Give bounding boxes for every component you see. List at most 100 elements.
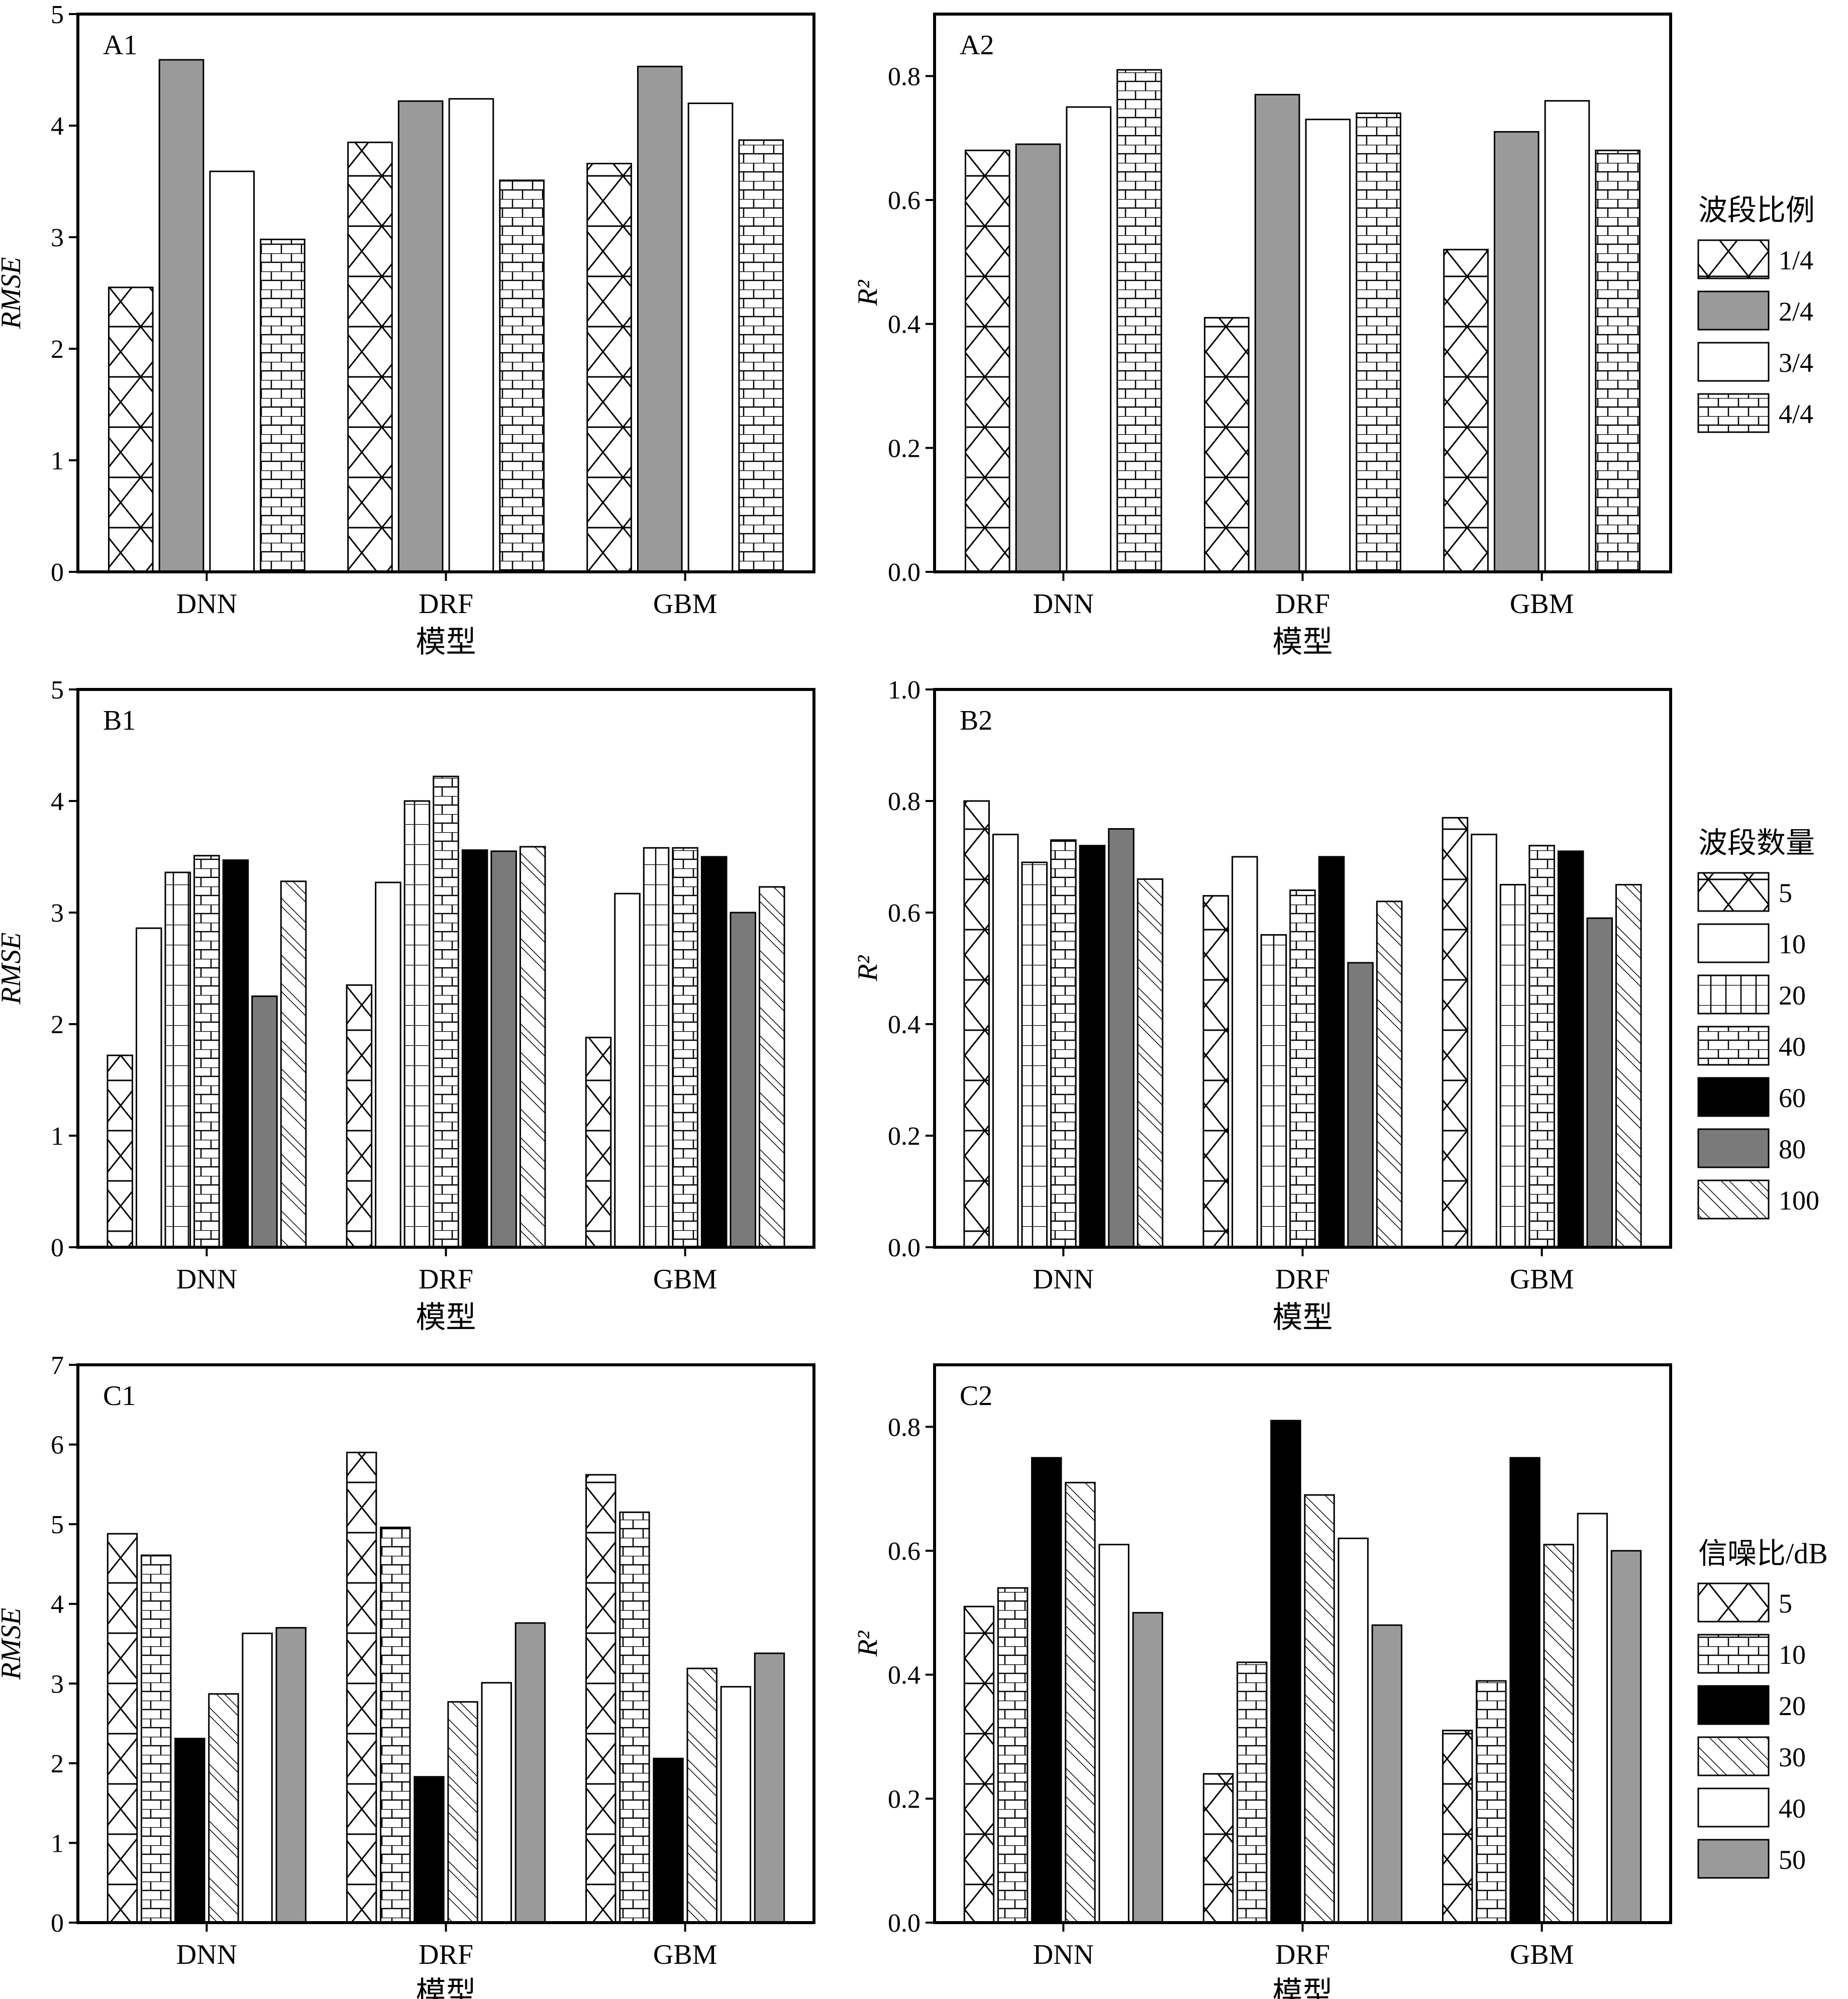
y-tick-label: 2 — [51, 335, 64, 364]
legend-label-1: 10 — [1779, 1640, 1806, 1670]
legend-swatch-3 — [1697, 1026, 1770, 1066]
x-axis-label: 模型 — [416, 626, 476, 659]
legend-label-1: 10 — [1779, 929, 1806, 959]
x-tick-label-drf: DRF — [419, 1264, 473, 1295]
x-tick-label-gbm: GBM — [653, 1939, 717, 1970]
y-tick-label: 0.8 — [888, 787, 920, 816]
legend-swatch-0 — [1697, 1582, 1770, 1623]
bar-b2-gbm-s4 — [1557, 850, 1584, 1248]
x-axis-label: 模型 — [1273, 1301, 1333, 1334]
y-tick-label: 7 — [51, 1351, 64, 1380]
y-tick-label: 6 — [51, 1431, 64, 1460]
y-axis-label: RMSE — [0, 1608, 27, 1680]
bar-c2-drf-s4 — [1338, 1537, 1369, 1924]
y-tick-label: 2 — [51, 1011, 64, 1039]
bar-b2-drf-s3 — [1289, 889, 1316, 1248]
bar-a1-dnn-s2 — [209, 170, 255, 573]
panel-label: C2 — [960, 1380, 992, 1412]
legend-label-5: 80 — [1779, 1134, 1806, 1164]
y-tick-label: 5 — [51, 676, 64, 705]
legend-swatch-5 — [1697, 1128, 1770, 1168]
legend-label-0: 5 — [1779, 878, 1792, 908]
bar-a2-gbm-s3 — [1595, 149, 1641, 573]
bar-b2-dnn-s5 — [1108, 828, 1135, 1248]
bar-c2-dnn-s3 — [1065, 1481, 1096, 1924]
legend-label-1: 2/4 — [1779, 296, 1813, 327]
legend-swatch-5 — [1697, 1839, 1770, 1879]
bar-a1-drf-s0 — [347, 141, 393, 573]
legend-swatch-3 — [1697, 393, 1770, 433]
legend-swatch-2 — [1697, 1685, 1770, 1725]
y-tick-label: 0.4 — [888, 1661, 920, 1690]
bar-b2-drf-s4 — [1318, 856, 1345, 1248]
bar-b2-gbm-s1 — [1471, 834, 1497, 1248]
bar-c2-drf-s2 — [1270, 1420, 1301, 1924]
bar-c2-dnn-s0 — [963, 1606, 995, 1924]
bar-b1-drf-s4 — [461, 849, 488, 1248]
bar-b1-dnn-s1 — [135, 927, 162, 1248]
x-tick-label-drf: DRF — [419, 588, 473, 620]
bar-b1-gbm-s6 — [759, 886, 785, 1248]
y-tick-label: 0.6 — [888, 1537, 920, 1566]
legend-swatch-4 — [1697, 1787, 1770, 1828]
y-tick-label: 4 — [51, 1590, 64, 1619]
bar-c1-gbm-s0 — [585, 1474, 617, 1924]
bar-c2-drf-s3 — [1304, 1494, 1335, 1924]
bar-b2-drf-s1 — [1231, 856, 1258, 1248]
legend-swatch-2 — [1697, 974, 1770, 1015]
legend-swatch-2 — [1697, 342, 1770, 382]
bar-b1-dnn-s5 — [251, 995, 278, 1248]
bar-b2-gbm-s5 — [1586, 917, 1613, 1248]
y-tick-label: 0.2 — [888, 434, 920, 463]
bar-b2-gbm-s0 — [1442, 817, 1469, 1248]
bar-c2-drf-s5 — [1371, 1624, 1403, 1924]
bar-b1-gbm-s5 — [730, 912, 757, 1248]
bar-b2-dnn-s4 — [1079, 845, 1106, 1248]
bar-a1-gbm-s2 — [687, 103, 734, 573]
panel-c2: 0.0 0.2 0.4 0.6 0.8 DNN DRF GBM 模型 R² C2 信噪比/dB 5 10 2… — [852, 1363, 1828, 1999]
x-axis-label: 模型 — [1273, 1976, 1333, 1999]
bar-a1-dnn-s3 — [260, 238, 305, 573]
bar-a2-dnn-s3 — [1116, 69, 1162, 573]
bar-c1-drf-s2 — [414, 1776, 445, 1924]
bar-c2-gbm-s1 — [1476, 1680, 1507, 1924]
x-tick-label-drf: DRF — [419, 1939, 473, 1970]
bar-b1-gbm-s1 — [614, 892, 641, 1248]
bar-c1-drf-s4 — [481, 1682, 512, 1924]
bar-a2-drf-s0 — [1204, 317, 1250, 573]
bar-a1-dnn-s1 — [158, 59, 204, 573]
bar-b1-gbm-s4 — [700, 856, 728, 1248]
bar-a2-gbm-s0 — [1443, 249, 1489, 573]
bar-c1-gbm-s5 — [754, 1652, 785, 1924]
bar-b2-drf-s6 — [1376, 901, 1403, 1248]
y-tick-label: 0.2 — [888, 1122, 920, 1151]
x-axis-label: 模型 — [1273, 626, 1333, 659]
bar-c1-drf-s1 — [380, 1526, 411, 1924]
panel-a2: 0.0 0.2 0.4 0.6 0.8 DNN DRF GBM 模型 R² A2 波段比例 1/4 2/4… — [852, 13, 1815, 659]
legend-swatch-0 — [1697, 239, 1770, 279]
bar-b1-gbm-s2 — [643, 847, 670, 1248]
y-tick-label: 3 — [51, 899, 64, 928]
y-tick-label: 1 — [51, 1829, 64, 1858]
panel-label: C1 — [103, 1380, 136, 1412]
bar-b2-gbm-s2 — [1499, 884, 1526, 1248]
x-tick-label-dnn: DNN — [1033, 1264, 1094, 1295]
bar-c2-dnn-s1 — [997, 1587, 1029, 1924]
bar-c1-drf-s3 — [447, 1701, 478, 1924]
bar-b2-gbm-s6 — [1615, 884, 1642, 1248]
legend-label-5: 50 — [1779, 1845, 1806, 1875]
bar-c1-dnn-s2 — [174, 1738, 206, 1924]
y-axis-label: R² — [852, 955, 883, 981]
x-tick-label-gbm: GBM — [653, 588, 717, 620]
bar-c2-gbm-s0 — [1442, 1730, 1473, 1924]
bar-b2-dnn-s2 — [1021, 861, 1048, 1248]
bar-b2-gbm-s3 — [1528, 845, 1555, 1248]
bar-a1-gbm-s1 — [637, 65, 683, 573]
bar-c1-dnn-s1 — [140, 1554, 172, 1924]
y-tick-label: 1 — [51, 447, 64, 475]
panel-label: A1 — [103, 30, 137, 61]
bar-b1-drf-s0 — [346, 984, 373, 1248]
bar-a1-gbm-s0 — [586, 162, 632, 573]
y-axis-label: R² — [852, 1630, 883, 1657]
